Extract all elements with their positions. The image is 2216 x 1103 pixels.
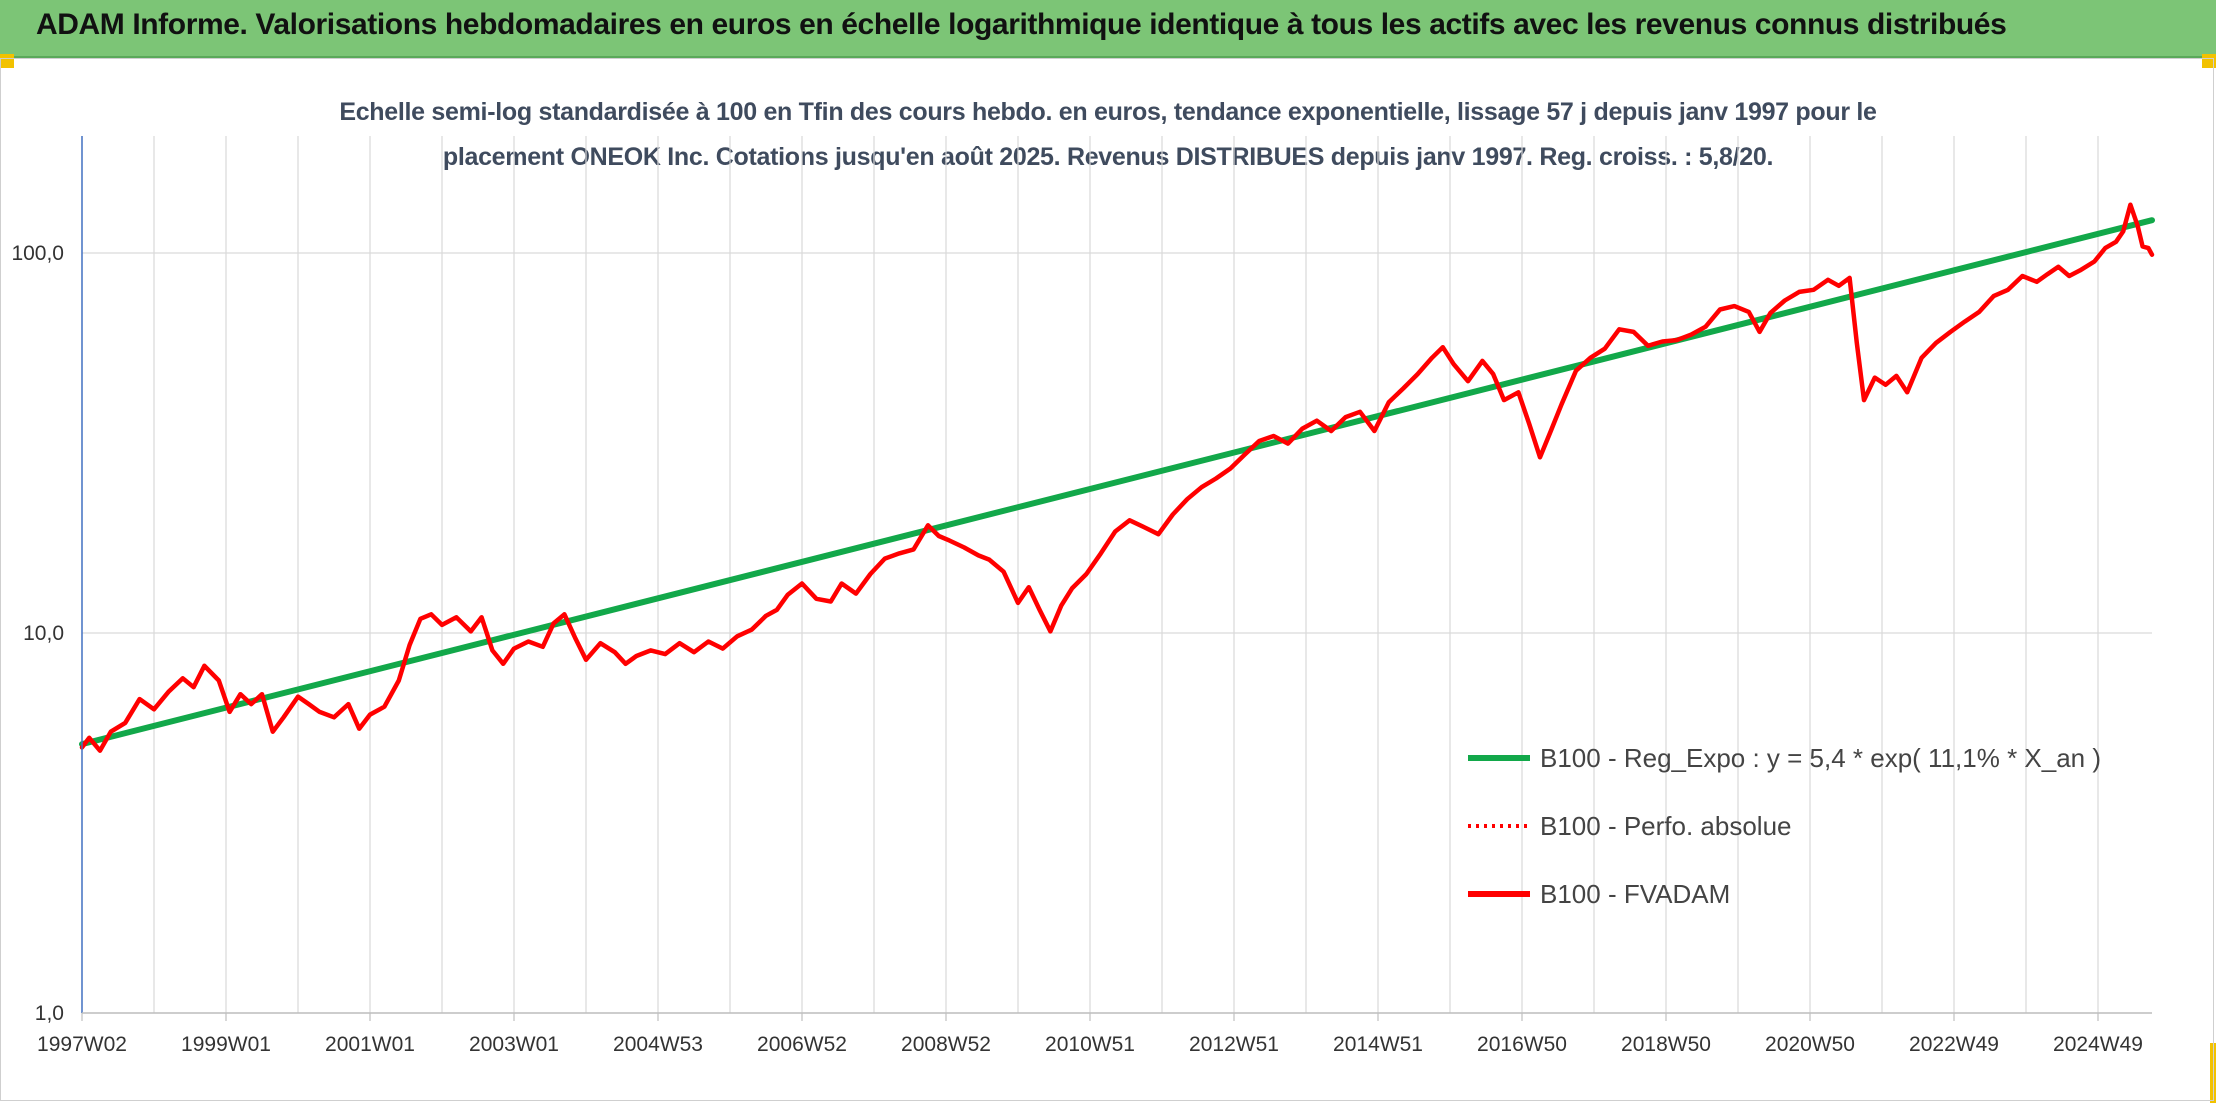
legend-entry: B100 - FVADAM (1540, 879, 1730, 909)
chart-legend: B100 - Reg_Expo : y = 5,4 * exp( 11,1% *… (1468, 743, 2101, 909)
x-tick-label: 1999W01 (181, 1033, 271, 1056)
x-tick-label: 2012W51 (1189, 1033, 1279, 1056)
chart-frame (0, 58, 2214, 1101)
report-title: ADAM Informe. Valorisations hebdomadaire… (36, 8, 2007, 41)
x-tick-label: 2014W51 (1333, 1033, 1423, 1056)
legend-entry: B100 - Reg_Expo : y = 5,4 * exp( 11,1% *… (1540, 743, 2101, 773)
axis-layer: 1,0 10,0 100,0 1997W02 1999W01 2001W01 2003W01… (11, 136, 2152, 1056)
chart-title-line-2: placement ONEOK Inc. Cotations jusqu'en … (442, 143, 1774, 171)
left-corner-marker (0, 54, 14, 68)
y-tick-label: 100,0 (11, 242, 64, 265)
grid-layer (81, 136, 2152, 1014)
x-tick-label: 2020W50 (1765, 1033, 1855, 1056)
x-tick-label: 2016W50 (1477, 1033, 1567, 1056)
report-header: ADAM Informe. Valorisations hebdomadaire… (0, 0, 2216, 58)
x-tick-label: 2001W01 (325, 1033, 415, 1056)
x-tick-label: 2004W53 (613, 1033, 703, 1056)
x-tick-label: 1997W02 (37, 1033, 127, 1056)
x-tick-label: 2003W01 (469, 1033, 559, 1056)
x-tick-label: 2024W49 (2053, 1033, 2143, 1056)
x-tick-label: 2022W49 (1909, 1033, 1999, 1056)
legend-entry: B100 - Perfo. absolue (1540, 811, 1792, 841)
x-tick-label: 2006W52 (757, 1033, 847, 1056)
right-corner-marker (2202, 54, 2216, 68)
chart-title-line-1: Echelle semi-log standardisée à 100 en T… (339, 98, 1877, 126)
x-tick-label: 2010W51 (1045, 1033, 1135, 1056)
y-tick-label: 10,0 (23, 622, 64, 645)
x-tick-label: 2008W52 (901, 1033, 991, 1056)
y-tick-label: 1,0 (35, 1002, 64, 1025)
x-tick-label: 2018W50 (1621, 1033, 1711, 1056)
series-line-fvadam (79, 202, 2155, 753)
series-line-reg-expo (79, 217, 2155, 748)
series-layer (79, 202, 2155, 753)
